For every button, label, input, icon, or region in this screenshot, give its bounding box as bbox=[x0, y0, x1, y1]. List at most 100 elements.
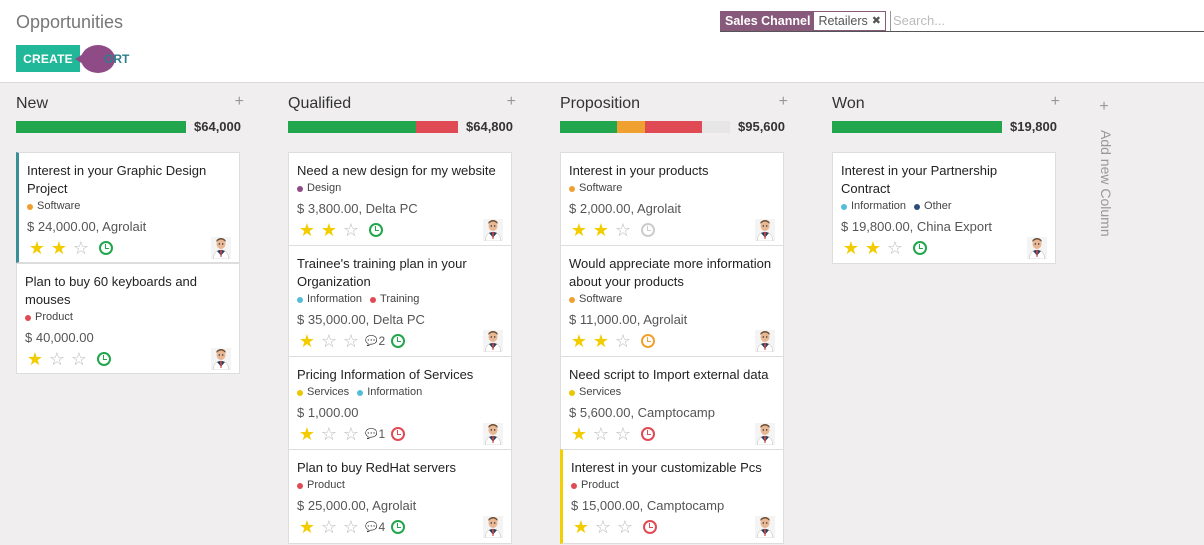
progress-segment[interactable] bbox=[832, 121, 1002, 133]
priority-star-icon[interactable]: ☆ bbox=[592, 424, 610, 444]
priority-star-icon[interactable]: ★ bbox=[570, 331, 588, 351]
facet-close-icon[interactable]: ✖ bbox=[871, 15, 881, 27]
priority-star-icon[interactable]: ☆ bbox=[72, 238, 90, 258]
priority-star-icon[interactable]: ☆ bbox=[614, 424, 632, 444]
priority-star-icon[interactable]: ☆ bbox=[594, 517, 612, 537]
activity-clock-icon[interactable] bbox=[643, 520, 657, 534]
tip-indicator[interactable] bbox=[75, 45, 115, 73]
column-title[interactable]: Qualified bbox=[288, 95, 352, 112]
column-quick-create-plus-icon[interactable]: + bbox=[1050, 93, 1060, 110]
column-progress-bar[interactable] bbox=[16, 121, 186, 133]
column-new: New + $64,000 bbox=[16, 83, 244, 134]
tag-color-dot bbox=[297, 185, 303, 192]
priority-star-icon[interactable]: ☆ bbox=[886, 238, 904, 258]
kanban-card[interactable]: Would appreciate more information about … bbox=[560, 245, 784, 357]
priority-star-icon[interactable]: ☆ bbox=[342, 331, 360, 351]
priority-star-icon[interactable]: ★ bbox=[298, 517, 316, 537]
activity-clock-icon[interactable] bbox=[391, 334, 406, 348]
priority-star-icon[interactable]: ☆ bbox=[342, 220, 360, 240]
column-progress-bar[interactable] bbox=[560, 121, 730, 133]
priority-star-icon[interactable]: ☆ bbox=[320, 424, 338, 444]
activity-clock-icon[interactable] bbox=[913, 241, 927, 255]
progress-segment[interactable] bbox=[416, 121, 458, 133]
priority-star-icon[interactable]: ★ bbox=[572, 517, 590, 537]
priority-star-icon[interactable]: ☆ bbox=[70, 349, 88, 369]
activity-clock-icon[interactable] bbox=[391, 427, 406, 441]
progress-segment[interactable] bbox=[616, 121, 645, 133]
progress-segment[interactable] bbox=[644, 121, 702, 133]
priority-star-icon[interactable]: ★ bbox=[298, 331, 316, 351]
activity-clock-icon[interactable] bbox=[369, 223, 383, 237]
priority-star-icon[interactable]: ☆ bbox=[320, 331, 338, 351]
facet-value-text: Retailers bbox=[818, 13, 868, 28]
activity-clock-icon[interactable] bbox=[641, 223, 655, 237]
kanban-card[interactable]: Plan to buy RedHat servers Product $ 25,00… bbox=[288, 449, 512, 544]
import-button[interactable]: ORT bbox=[104, 51, 130, 66]
activity-clock-icon[interactable] bbox=[641, 427, 655, 441]
progress-segment[interactable] bbox=[16, 121, 186, 133]
card-amount: $ 35,000.00, Delta PC bbox=[297, 312, 425, 327]
priority-star-icon[interactable]: ★ bbox=[864, 238, 882, 258]
activity-clock-icon[interactable] bbox=[391, 520, 406, 534]
column-quick-create-plus-icon[interactable]: + bbox=[506, 93, 516, 110]
add-column-plus-icon: + bbox=[1099, 98, 1109, 115]
priority-star-icon[interactable]: ☆ bbox=[614, 331, 632, 351]
search-input[interactable] bbox=[890, 10, 1190, 31]
kanban-card[interactable]: Need script to Import external data Servi… bbox=[560, 356, 784, 450]
priority-star-icon[interactable]: ★ bbox=[320, 220, 338, 240]
progress-segment[interactable] bbox=[288, 121, 417, 133]
card-footer: ★ ★ ☆ bbox=[569, 330, 775, 352]
column-title[interactable]: Won bbox=[832, 95, 865, 112]
priority-star-icon[interactable]: ★ bbox=[592, 220, 610, 240]
priority-star-icon[interactable]: ★ bbox=[28, 238, 46, 258]
priority-star-icon[interactable]: ☆ bbox=[342, 517, 360, 537]
priority-star-icon[interactable]: ☆ bbox=[320, 517, 338, 537]
kanban-card[interactable]: Need a new design for my website Design $ … bbox=[288, 152, 512, 246]
create-button[interactable]: CREATE bbox=[16, 45, 80, 72]
comment-count: 1 bbox=[378, 427, 386, 441]
column-progress-bar[interactable] bbox=[832, 121, 1002, 133]
priority-star-icon[interactable]: ★ bbox=[570, 424, 588, 444]
column-quick-create-plus-icon[interactable]: + bbox=[778, 93, 788, 110]
progress-segment[interactable] bbox=[560, 121, 617, 133]
add-new-column[interactable]: + Add new Column bbox=[1094, 98, 1114, 258]
priority-star-icon[interactable]: ★ bbox=[298, 220, 316, 240]
priority-star-icon[interactable]: ★ bbox=[298, 424, 316, 444]
column-title[interactable]: Proposition bbox=[560, 95, 641, 112]
card-footer: ★ ★ ☆ bbox=[297, 219, 503, 241]
column-progress-bar[interactable] bbox=[288, 121, 458, 133]
priority-star-icon[interactable]: ☆ bbox=[342, 424, 360, 444]
priority-star-icon[interactable]: ☆ bbox=[614, 220, 632, 240]
comments-counter[interactable]: 💬 4 bbox=[365, 520, 385, 534]
kanban-card[interactable]: Plan to buy 60 keyboards and mouses Produ… bbox=[16, 263, 240, 374]
kanban-card[interactable]: Interest in your Graphic Design Project S… bbox=[16, 152, 240, 263]
tag-label: Product bbox=[307, 479, 345, 491]
comments-counter[interactable]: 💬 2 bbox=[365, 334, 385, 348]
priority-star-icon[interactable]: ★ bbox=[842, 238, 860, 258]
kanban-card[interactable]: Pricing Information of Services Services I… bbox=[288, 356, 512, 450]
priority-star-icon[interactable]: ☆ bbox=[48, 349, 66, 369]
priority-star-icon[interactable]: ★ bbox=[592, 331, 610, 351]
kanban-card[interactable]: Interest in your products Software $ 2,000… bbox=[560, 152, 784, 246]
kanban-card[interactable]: Trainee's training plan in your Organiza… bbox=[288, 245, 512, 357]
kanban-card[interactable]: Interest in your Partnership Contract Inf… bbox=[832, 152, 1056, 264]
priority-star-icon[interactable]: ★ bbox=[26, 349, 44, 369]
facet-value: Retailers ✖ bbox=[814, 11, 885, 30]
comments-counter[interactable]: 💬 1 bbox=[365, 427, 385, 441]
priority-star-icon[interactable]: ☆ bbox=[616, 517, 634, 537]
activity-clock-icon[interactable] bbox=[97, 352, 111, 366]
tag: Information bbox=[841, 198, 906, 215]
priority-star-icon[interactable]: ★ bbox=[570, 220, 588, 240]
column-title[interactable]: New bbox=[16, 95, 49, 112]
salesperson-avatar bbox=[483, 516, 503, 538]
card-amount: $ 2,000.00, Agrolait bbox=[569, 201, 682, 216]
column-quick-create-plus-icon[interactable]: + bbox=[234, 93, 244, 110]
activity-clock-icon[interactable] bbox=[641, 334, 655, 348]
activity-clock-icon[interactable] bbox=[99, 241, 113, 255]
kanban-card[interactable]: Interest in your customizable Pcs Product… bbox=[560, 449, 784, 544]
tag: Software bbox=[569, 180, 622, 197]
column-total: $95,600 bbox=[738, 119, 785, 134]
priority-star-icon[interactable]: ★ bbox=[50, 238, 68, 258]
tag: Information bbox=[297, 291, 362, 308]
card-title: Would appreciate more information about … bbox=[569, 256, 772, 289]
